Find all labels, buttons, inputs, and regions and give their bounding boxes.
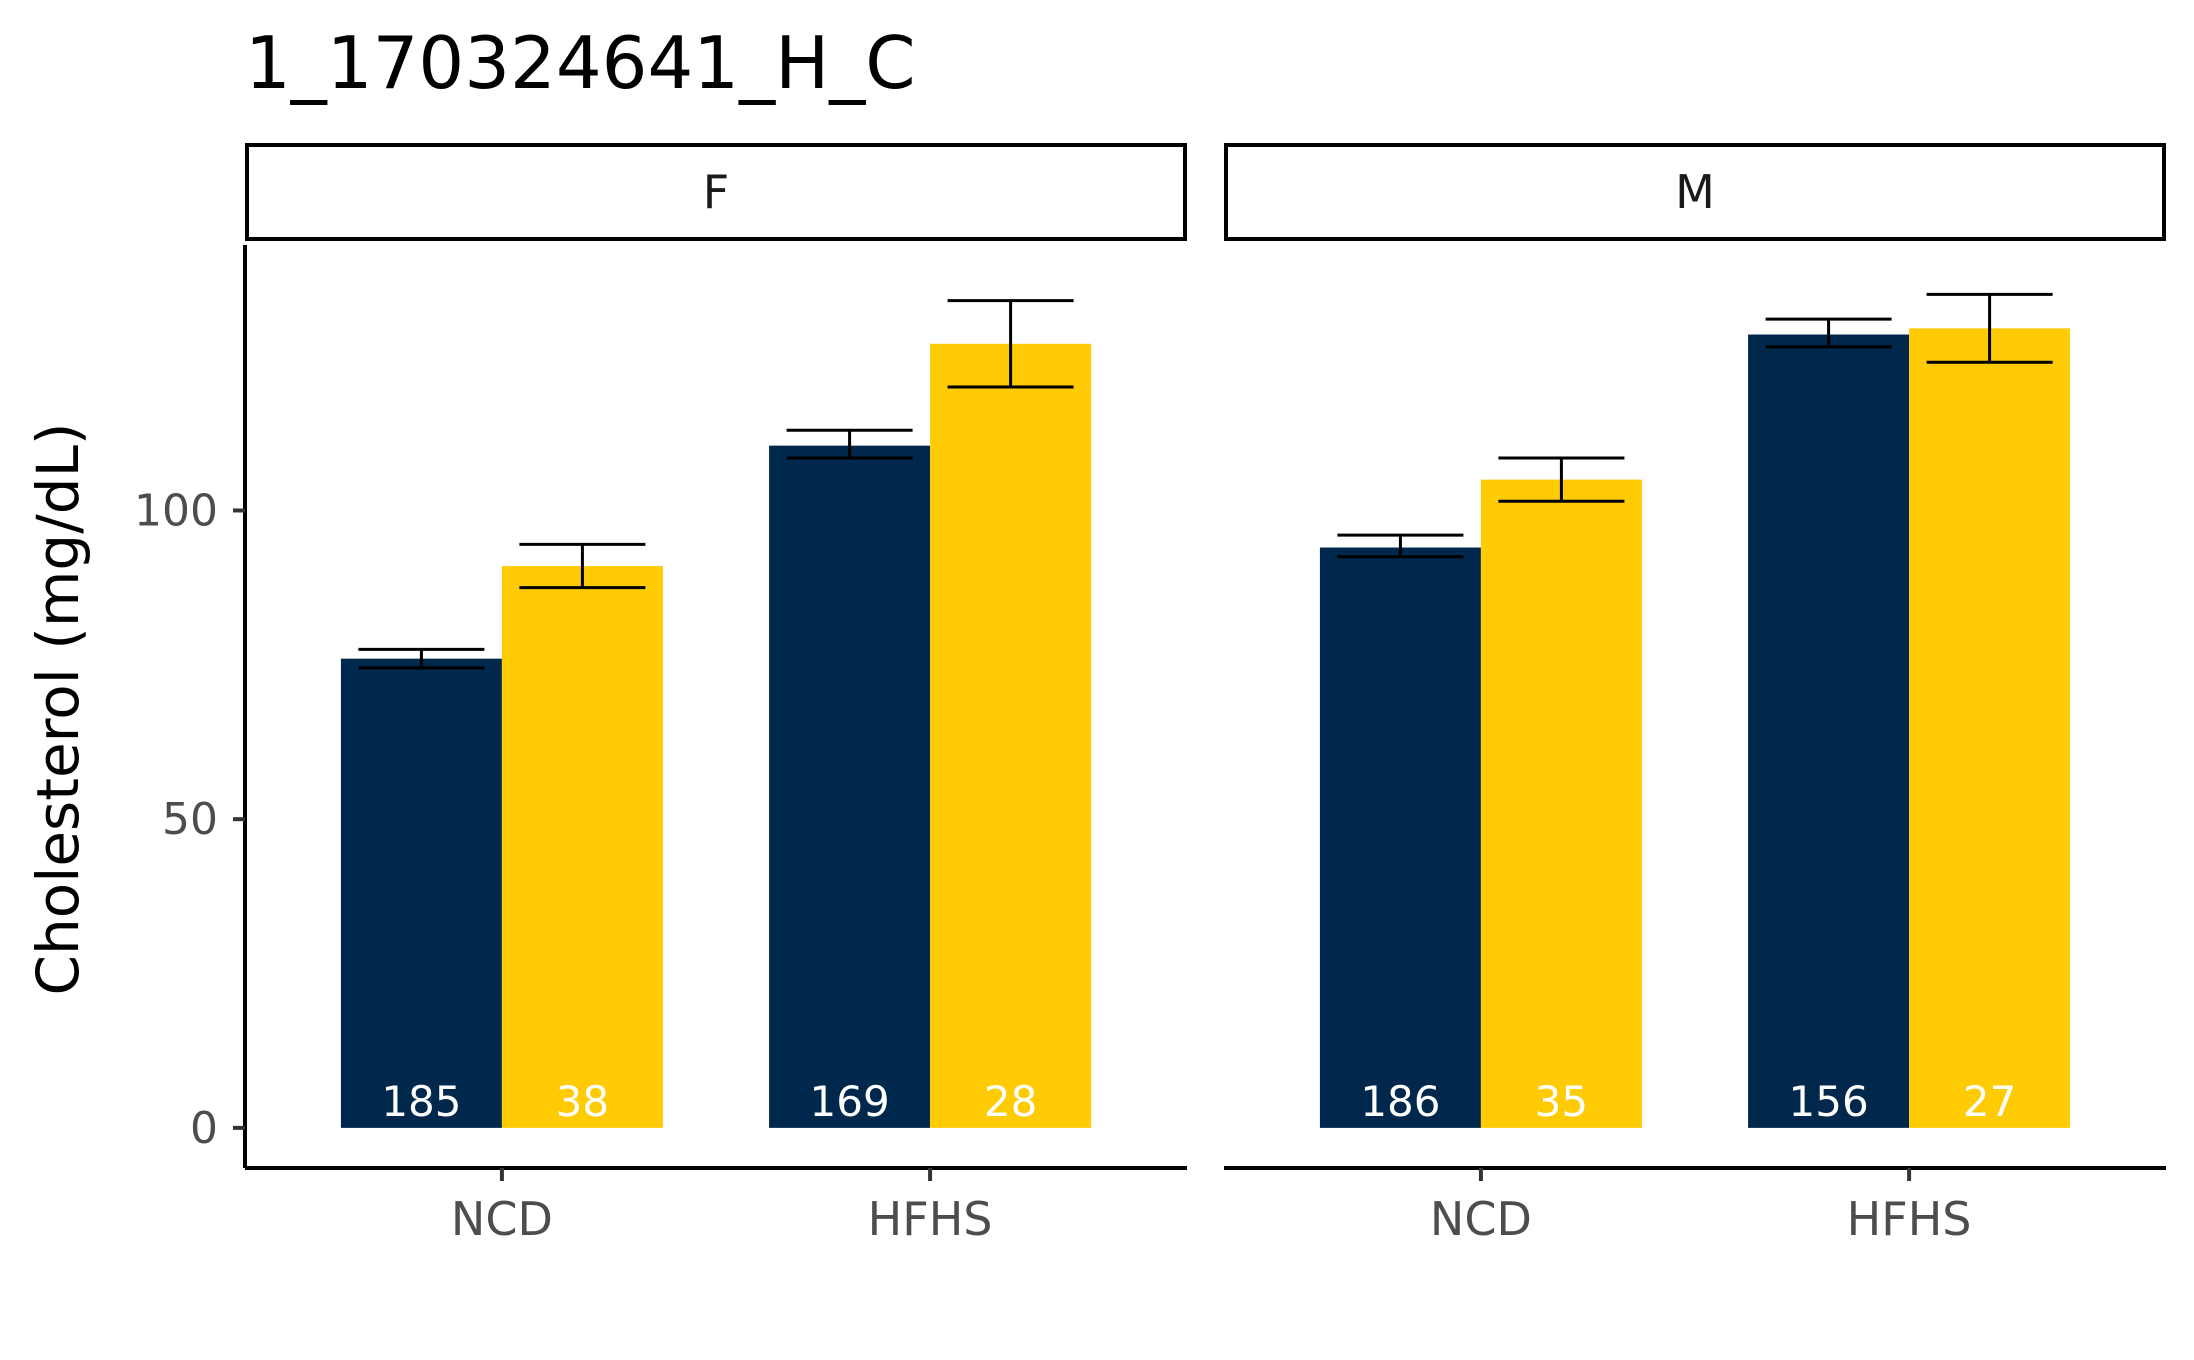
y-axis-label: Cholesterol (mg/dL) — [24, 422, 92, 995]
y-tick-label: 100 — [134, 485, 218, 536]
bar — [769, 445, 931, 1128]
bar — [1909, 328, 2071, 1128]
y-tick-label: 50 — [162, 794, 218, 845]
plot-layer: 0 50 100 F NCD 185 38 HFHS 169 28 M NCD 186 35 HFHS 156… — [134, 143, 2166, 1246]
bar — [1319, 547, 1481, 1128]
x-tick-label: NCD — [1430, 1192, 1532, 1246]
chart-title: 1_170324641_H_C — [245, 21, 916, 105]
x-tick-label: NCD — [451, 1192, 553, 1246]
x-tick-label: HFHS — [1847, 1192, 1972, 1246]
bar-count-label: 186 — [1360, 1077, 1440, 1126]
bar-count-label: 35 — [1535, 1077, 1588, 1126]
bar-count-label: 156 — [1789, 1077, 1869, 1126]
y-tick-label: 0 — [190, 1103, 218, 1154]
bar-count-label: 27 — [1963, 1077, 2016, 1126]
bar-count-label: 169 — [810, 1077, 890, 1126]
facet-strip-label: F — [703, 165, 729, 219]
bar — [930, 343, 1092, 1128]
facet-strip-label: M — [1675, 165, 1715, 219]
bar — [501, 566, 663, 1128]
bar-count-label: 28 — [984, 1077, 1037, 1126]
bar — [1480, 479, 1642, 1128]
x-tick-label: HFHS — [868, 1192, 993, 1246]
bar — [1748, 334, 1910, 1128]
facet-strip — [245, 143, 1187, 241]
facet-strip — [1224, 143, 2166, 241]
bar — [340, 658, 502, 1128]
bar-count-label: 38 — [556, 1077, 609, 1126]
bar-count-label: 185 — [381, 1077, 461, 1126]
